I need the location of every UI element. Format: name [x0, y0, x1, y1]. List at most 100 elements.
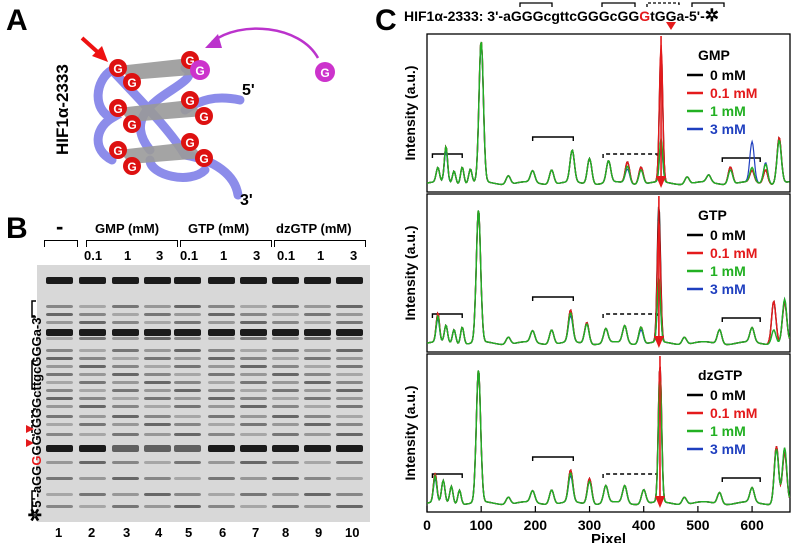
- red-arrow-icon: [656, 36, 667, 188]
- gel-band: [112, 477, 139, 480]
- gel-band: [112, 433, 139, 436]
- gel-band: [304, 381, 331, 384]
- gel-band: [336, 349, 363, 352]
- gel-band: [46, 445, 73, 452]
- gel-band: [79, 415, 106, 418]
- svg-text:G: G: [113, 62, 122, 76]
- gel-band: [208, 321, 235, 324]
- gel-band: [144, 357, 171, 360]
- gel-band: [112, 445, 139, 452]
- gel-band: [336, 477, 363, 480]
- gel-band: [174, 365, 201, 368]
- gel-band: [336, 461, 363, 464]
- g-base-8: G: [195, 107, 213, 125]
- x-tick-label: 0: [423, 517, 431, 533]
- gel-band: [112, 389, 139, 392]
- gel-band: [240, 493, 267, 496]
- gel-band: [304, 277, 331, 284]
- red-arrow-icon: [653, 196, 664, 348]
- legend-label: 0.1 mM: [710, 245, 757, 261]
- legend-label: 0 mM: [710, 227, 746, 243]
- lane-number: 5: [185, 525, 193, 540]
- svg-text:G: G: [199, 152, 208, 166]
- gel-band: [46, 381, 73, 384]
- gel-band: [144, 329, 171, 336]
- gel-band: [112, 349, 139, 352]
- gel-band: [79, 405, 106, 408]
- conc-label: 1: [317, 248, 325, 263]
- gel-band: [46, 313, 73, 316]
- gel-band: [144, 277, 171, 284]
- gel-band: [272, 389, 299, 392]
- gel-band: [336, 505, 363, 508]
- highlight-g: G: [639, 8, 651, 24]
- gel-band: [336, 305, 363, 308]
- group-label-gmp: GMP (mM): [95, 221, 160, 236]
- legend-label: 1 mM: [710, 263, 746, 279]
- gel-band: [240, 277, 267, 284]
- gel-band: [174, 313, 201, 316]
- gel-band: [144, 445, 171, 452]
- gel-band: [112, 505, 139, 508]
- gel-band: [240, 415, 267, 418]
- densitometry-chart: GMP 0 mM 0.1 mM 1 mM 3 mM Intensity (a.u.) GTP…: [402, 33, 791, 543]
- gel-band: [46, 461, 73, 464]
- highlight-g: G: [29, 455, 44, 466]
- gel-band: [208, 365, 235, 368]
- gel-band: [304, 365, 331, 368]
- gel-band: [208, 405, 235, 408]
- gel-band: [144, 461, 171, 464]
- gel-band: [79, 337, 106, 340]
- gel-band: [79, 321, 106, 324]
- gel-band: [240, 329, 267, 336]
- gel-band: [46, 337, 73, 340]
- x-tick-label: 600: [740, 517, 764, 533]
- gel-band: [79, 329, 106, 336]
- gel-band: [79, 277, 106, 284]
- gel-band: [79, 381, 106, 384]
- gel-band: [336, 423, 363, 426]
- gel-band: [304, 329, 331, 336]
- gel-band: [304, 405, 331, 408]
- region-brackets: [431, 136, 761, 162]
- gel-band: [304, 337, 331, 340]
- conc-label: 0.1: [84, 248, 103, 263]
- gel-band: [174, 389, 201, 392]
- gel-band: [79, 389, 106, 392]
- lane-number: 7: [252, 525, 260, 540]
- gel-band: [208, 433, 235, 436]
- gel-band: [240, 305, 267, 308]
- gel-band: [144, 365, 171, 368]
- region-brackets: [431, 296, 761, 322]
- gel-band: [144, 397, 171, 400]
- gel-band: [304, 433, 331, 436]
- gel-band: [174, 321, 201, 324]
- gel-band: [144, 321, 171, 324]
- gel-band: [112, 277, 139, 284]
- gel-band: [112, 305, 139, 308]
- gel-band: [112, 337, 139, 340]
- legend-label: 0.1 mM: [710, 405, 757, 421]
- lane-number: 6: [219, 525, 227, 540]
- gel-band: [208, 493, 235, 496]
- gel-band: [304, 423, 331, 426]
- gel-band: [79, 373, 106, 376]
- guanine-bases: G G G G G G G G G G G G G: [109, 51, 335, 175]
- red-arrow-icon: [80, 36, 108, 62]
- legend-label: 3 mM: [710, 441, 746, 457]
- gel-band: [272, 423, 299, 426]
- bracket-gtp: [180, 240, 272, 247]
- g-base-3: G: [123, 73, 141, 91]
- gel-band: [272, 493, 299, 496]
- gel-band: [144, 389, 171, 392]
- series-line-1-mM: [426, 210, 791, 346]
- gel-band: [272, 337, 299, 340]
- gel-band: [272, 357, 299, 360]
- gel-band: [208, 477, 235, 480]
- gel-band: [144, 381, 171, 384]
- lane1-minus-label: -: [56, 214, 64, 239]
- region-brackets: [431, 456, 761, 482]
- gel-band: [112, 461, 139, 464]
- gel-band: [79, 477, 106, 480]
- gel-band: [208, 349, 235, 352]
